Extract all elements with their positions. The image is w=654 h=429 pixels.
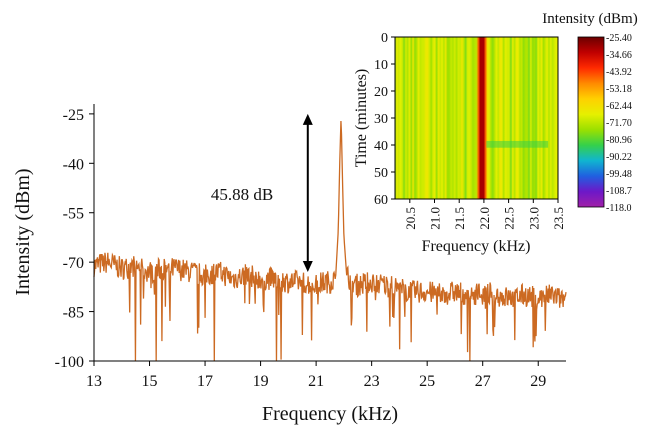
main-y-tick-label: -100 [55, 354, 84, 371]
heatmap-field [395, 37, 558, 199]
main-y-ticks: -25 -40 -55 -70 -85 -100 [55, 107, 94, 371]
inset-x-tick-label: 22.5 [502, 207, 517, 230]
main-y-axis-label: Intensity (dBm) [12, 168, 34, 295]
main-y-tick-label: -55 [63, 206, 84, 223]
db-arrow-head-bottom [302, 261, 313, 273]
main-x-tick-label: 23 [364, 373, 380, 390]
colorbar-title: Intensity (dBm) [542, 11, 637, 27]
main-x-tick-label: 25 [419, 373, 435, 390]
inset-y-tick-label: 30 [374, 112, 388, 127]
db-annotation-label: 45.88 dB [211, 185, 273, 204]
db-annotation: 45.88 dB [211, 113, 313, 273]
inset-y-tick-label: 60 [374, 193, 388, 208]
main-y-tick-label: -85 [63, 305, 84, 322]
main-x-tick-label: 27 [475, 373, 491, 390]
main-line-layer [93, 121, 567, 362]
colorbar-label: -25.40 [606, 33, 632, 44]
main-y-tick-label: -40 [63, 156, 84, 173]
heatmap-streak [486, 140, 549, 148]
main-y-tick-label: -70 [63, 255, 84, 272]
inset-x-tick-label: 21.0 [428, 207, 443, 230]
colorbar-label: -118.0 [606, 203, 631, 214]
colorbar-label: -62.44 [606, 101, 632, 112]
inset-y-tick-label: 10 [374, 58, 388, 73]
inset-x-tick-label: 23.0 [526, 207, 541, 230]
colorbar-label: -90.22 [606, 152, 632, 163]
colorbar-label: -71.70 [606, 118, 632, 129]
main-x-ticks: 13 15 17 19 21 23 25 27 29 [86, 361, 546, 390]
heatmap-time-streaks [486, 140, 549, 148]
spectrum-line [93, 121, 567, 362]
inset-y-tick-label: 20 [374, 85, 388, 100]
main-x-tick-label: 13 [86, 373, 102, 390]
inset-heatmap: 20.5 21.0 21.5 22.0 22.5 23.0 23.5 0 10 20 30 40 50… [353, 11, 638, 255]
inset-y-ticks: 0 10 20 30 40 50 60 [374, 31, 395, 208]
inset-x-tick-label: 23.5 [551, 207, 566, 230]
colorbar-label: -43.92 [606, 67, 632, 78]
main-x-axis-label: Frequency (kHz) [262, 403, 398, 425]
colorbar-label: -108.7 [606, 186, 632, 197]
inset-x-ticks: 20.5 21.0 21.5 22.0 22.5 23.0 23.5 [403, 199, 566, 230]
main-x-tick-label: 15 [142, 373, 158, 390]
inset-y-tick-label: 50 [374, 166, 388, 181]
colorbar-label: -99.48 [606, 169, 632, 180]
main-x-tick-label: 17 [197, 373, 213, 390]
main-chart: 13 15 17 19 21 23 25 27 29 -25 -40 -55 -70 -85 -100 F… [12, 104, 567, 425]
main-y-tick-label: -25 [63, 107, 84, 124]
colorbar-label: -80.96 [606, 135, 632, 146]
db-arrow-head-top [302, 113, 313, 125]
main-x-tick-label: 29 [530, 373, 546, 390]
main-x-tick-label: 21 [308, 373, 324, 390]
inset-y-tick-label: 0 [381, 31, 388, 46]
colorbar [577, 36, 605, 208]
main-x-tick-label: 19 [253, 373, 269, 390]
colorbar-label: -34.66 [606, 50, 632, 61]
colorbar-labels: -25.40 -34.66 -43.92 -53.18 -62.44 -71.70 -80.… [606, 33, 632, 214]
inset-y-axis-label: Time (minutes) [353, 69, 370, 168]
inset-x-tick-label: 20.5 [403, 207, 418, 230]
colorbar-label: -53.18 [606, 84, 632, 95]
inset-x-axis-label: Frequency (kHz) [422, 238, 531, 255]
inset-x-tick-label: 21.5 [452, 207, 467, 230]
inset-y-tick-label: 40 [374, 139, 388, 154]
inset-x-tick-label: 22.0 [477, 207, 492, 230]
